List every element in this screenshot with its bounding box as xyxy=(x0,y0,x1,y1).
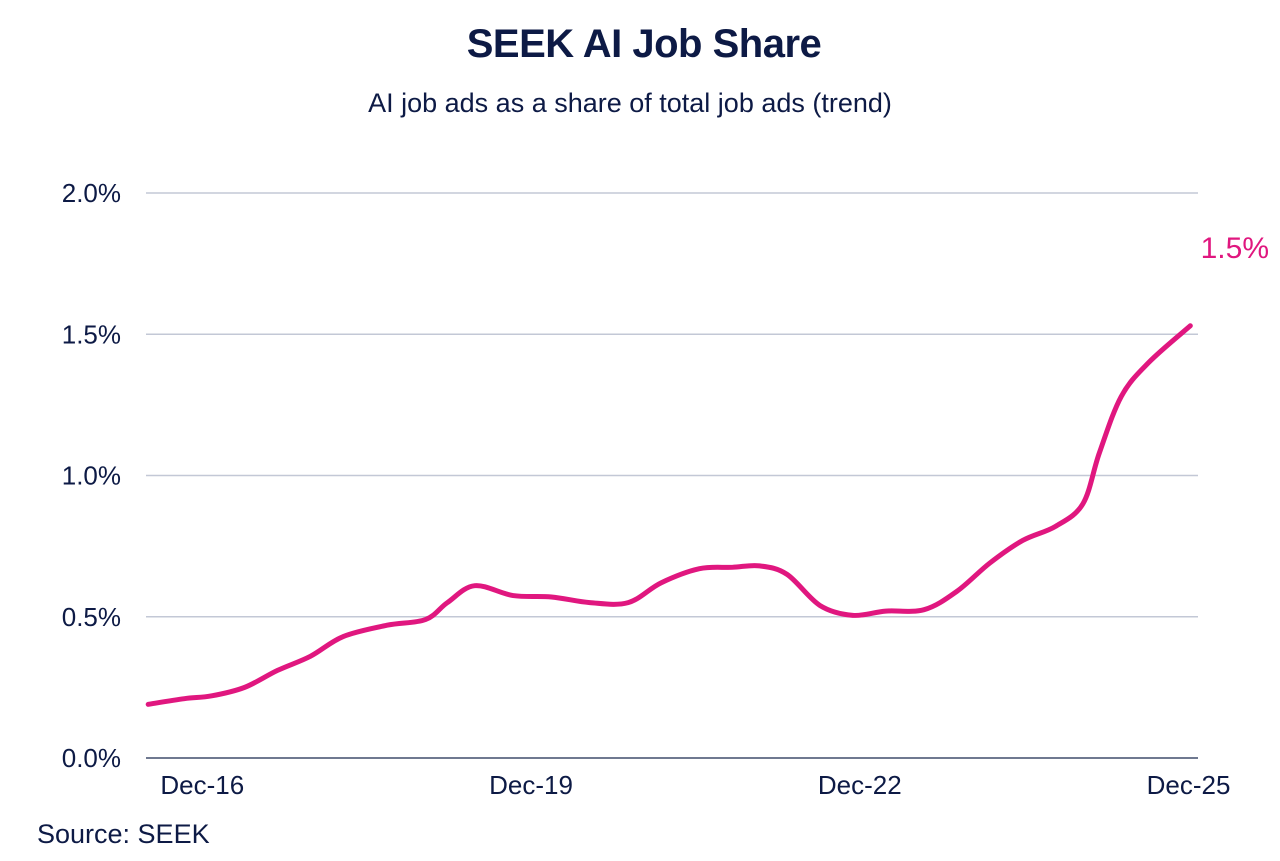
source-note: Source: SEEK xyxy=(37,819,210,849)
y-tick-label: 2.0% xyxy=(62,178,121,208)
gridlines xyxy=(146,192,1198,759)
x-tick-label: Dec-25 xyxy=(1147,770,1231,800)
x-tick-label: Dec-16 xyxy=(160,770,244,800)
x-tick-label: Dec-19 xyxy=(489,770,573,800)
end-value-label: 1.5% xyxy=(1201,232,1269,265)
series-layer: 1.5% xyxy=(145,232,1269,707)
chart-title: SEEK AI Job Share xyxy=(466,22,822,66)
y-tick-label: 0.5% xyxy=(62,602,121,632)
chart-subtitle: AI job ads as a share of total job ads (… xyxy=(368,88,892,118)
y-tick-label: 1.0% xyxy=(62,461,121,491)
y-tick-label: 0.0% xyxy=(62,743,121,773)
y-axis: 0.0% 0.5% 1.0% 1.5% 2.0% xyxy=(62,178,121,773)
y-tick-label: 1.5% xyxy=(62,319,121,349)
series-line-ai-job-share xyxy=(145,323,1193,707)
x-tick-label: Dec-22 xyxy=(818,770,902,800)
x-axis: Dec-16 Dec-19 Dec-22 Dec-25 xyxy=(160,770,1230,800)
